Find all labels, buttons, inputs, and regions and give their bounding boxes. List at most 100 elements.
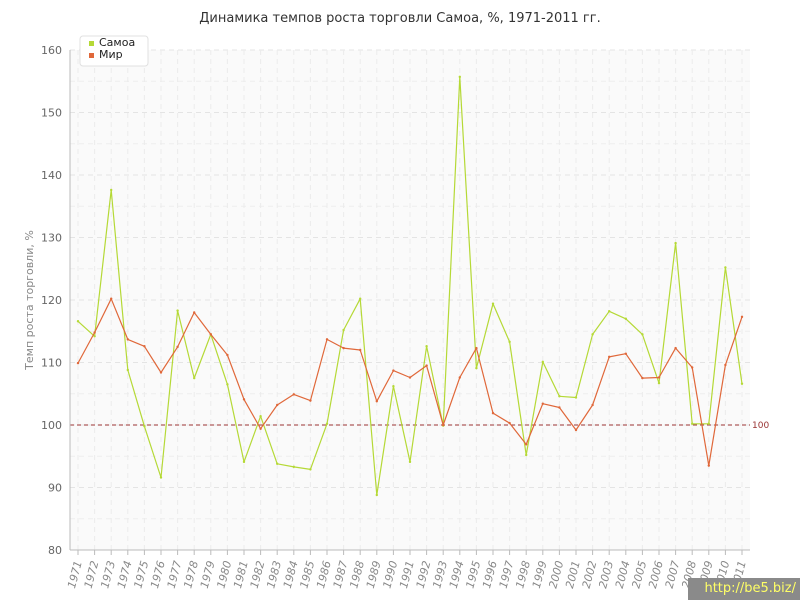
y-tick-label: 90 <box>48 482 62 495</box>
data-point[interactable] <box>691 422 694 425</box>
y-tick-label: 130 <box>41 232 62 245</box>
data-point[interactable] <box>674 241 677 245</box>
data-point[interactable] <box>93 335 96 338</box>
data-point[interactable] <box>491 302 495 305</box>
data-point[interactable] <box>425 345 428 348</box>
data-point[interactable] <box>525 453 528 457</box>
data-point[interactable] <box>425 364 428 367</box>
data-point[interactable] <box>408 376 412 379</box>
data-point[interactable] <box>541 402 544 405</box>
data-point[interactable] <box>740 382 744 385</box>
data-point[interactable] <box>707 422 710 425</box>
data-point[interactable] <box>508 421 511 425</box>
data-point[interactable] <box>276 403 279 407</box>
data-point[interactable] <box>309 399 312 402</box>
data-point[interactable] <box>558 395 561 398</box>
data-point[interactable] <box>491 411 495 415</box>
data-point[interactable] <box>458 376 461 379</box>
data-point[interactable] <box>226 383 229 386</box>
data-point[interactable] <box>558 406 561 409</box>
data-point[interactable] <box>325 338 329 341</box>
data-point[interactable] <box>707 464 710 467</box>
data-point[interactable] <box>242 460 246 464</box>
data-point[interactable] <box>276 462 279 465</box>
data-point[interactable] <box>657 376 661 379</box>
legend-label: Самоа <box>99 36 135 49</box>
data-point[interactable] <box>508 340 511 344</box>
data-point[interactable] <box>525 443 528 446</box>
chart-title: Динамика темпов роста торговли Самоа, %,… <box>199 11 600 26</box>
data-point[interactable] <box>359 297 362 300</box>
data-point[interactable] <box>359 348 362 352</box>
data-point[interactable] <box>624 317 627 320</box>
legend-swatch <box>89 41 94 46</box>
data-point[interactable] <box>608 355 611 359</box>
data-point[interactable] <box>309 468 312 471</box>
legend-swatch <box>89 53 94 58</box>
y-tick-label: 110 <box>41 357 62 370</box>
reference-line-label: 100 <box>752 421 769 431</box>
data-point[interactable] <box>193 311 196 314</box>
data-point[interactable] <box>110 188 113 192</box>
data-point[interactable] <box>458 75 461 79</box>
data-point[interactable] <box>392 369 395 372</box>
data-point[interactable] <box>475 366 478 370</box>
data-point[interactable] <box>408 460 412 464</box>
data-point[interactable] <box>342 328 345 332</box>
data-point[interactable] <box>226 353 229 357</box>
data-point[interactable] <box>176 345 179 349</box>
data-point[interactable] <box>143 425 146 428</box>
data-point[interactable] <box>259 427 262 430</box>
data-point[interactable] <box>193 376 196 380</box>
data-point[interactable] <box>159 371 163 374</box>
data-point[interactable] <box>242 398 246 401</box>
y-tick-label: 160 <box>41 44 62 57</box>
y-tick-label: 100 <box>41 419 62 432</box>
data-point[interactable] <box>143 345 146 348</box>
data-point[interactable] <box>176 309 179 312</box>
data-point[interactable] <box>110 297 113 300</box>
data-point[interactable] <box>541 360 544 364</box>
data-point[interactable] <box>259 415 262 418</box>
series-group <box>76 75 744 497</box>
legend-label: Мир <box>99 48 123 61</box>
data-point[interactable] <box>342 346 345 350</box>
data-point[interactable] <box>126 338 129 341</box>
data-point[interactable] <box>159 476 163 479</box>
data-point[interactable] <box>691 366 694 369</box>
data-point[interactable] <box>375 493 378 497</box>
data-point[interactable] <box>641 376 644 380</box>
data-point[interactable] <box>209 333 212 336</box>
data-point[interactable] <box>292 465 295 469</box>
data-point[interactable] <box>657 381 661 385</box>
data-point[interactable] <box>76 320 80 323</box>
data-point[interactable] <box>442 423 445 427</box>
data-point[interactable] <box>724 266 727 269</box>
data-point[interactable] <box>674 346 677 350</box>
y-axis-label: Темп роста торговли, % <box>23 230 36 371</box>
data-point[interactable] <box>126 368 129 372</box>
data-point[interactable] <box>392 385 395 388</box>
data-point[interactable] <box>591 333 594 336</box>
axes <box>69 50 750 555</box>
data-point[interactable] <box>325 422 329 425</box>
x-tick-labels: 1971197219731974197519761977197819791980… <box>65 559 749 589</box>
data-point[interactable] <box>574 396 578 399</box>
data-point[interactable] <box>574 428 578 432</box>
data-point[interactable] <box>292 393 295 396</box>
data-point[interactable] <box>475 346 478 350</box>
data-point[interactable] <box>76 361 80 365</box>
data-point[interactable] <box>375 400 378 403</box>
data-point[interactable] <box>624 352 627 355</box>
legend-box <box>79 35 149 67</box>
y-tick-label: 140 <box>41 169 62 182</box>
data-point[interactable] <box>591 403 594 407</box>
watermark-link[interactable]: http://be5.biz/ <box>688 578 800 600</box>
data-point[interactable] <box>724 363 727 367</box>
data-point[interactable] <box>608 310 611 313</box>
reference-line-group: 100 <box>70 421 769 431</box>
data-point[interactable] <box>93 331 96 334</box>
data-point[interactable] <box>740 315 744 319</box>
data-point[interactable] <box>641 333 644 336</box>
